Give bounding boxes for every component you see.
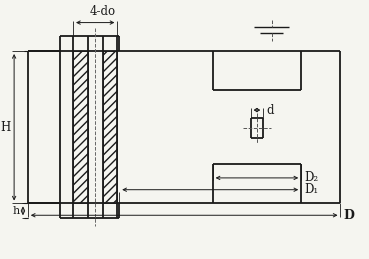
Text: 4-do: 4-do [90,5,116,18]
Text: d: d [266,104,274,117]
Text: h: h [13,206,20,216]
Text: D₂: D₂ [304,171,318,184]
Text: D₁: D₁ [304,183,318,196]
Text: H: H [0,121,10,134]
Text: D: D [344,209,354,222]
